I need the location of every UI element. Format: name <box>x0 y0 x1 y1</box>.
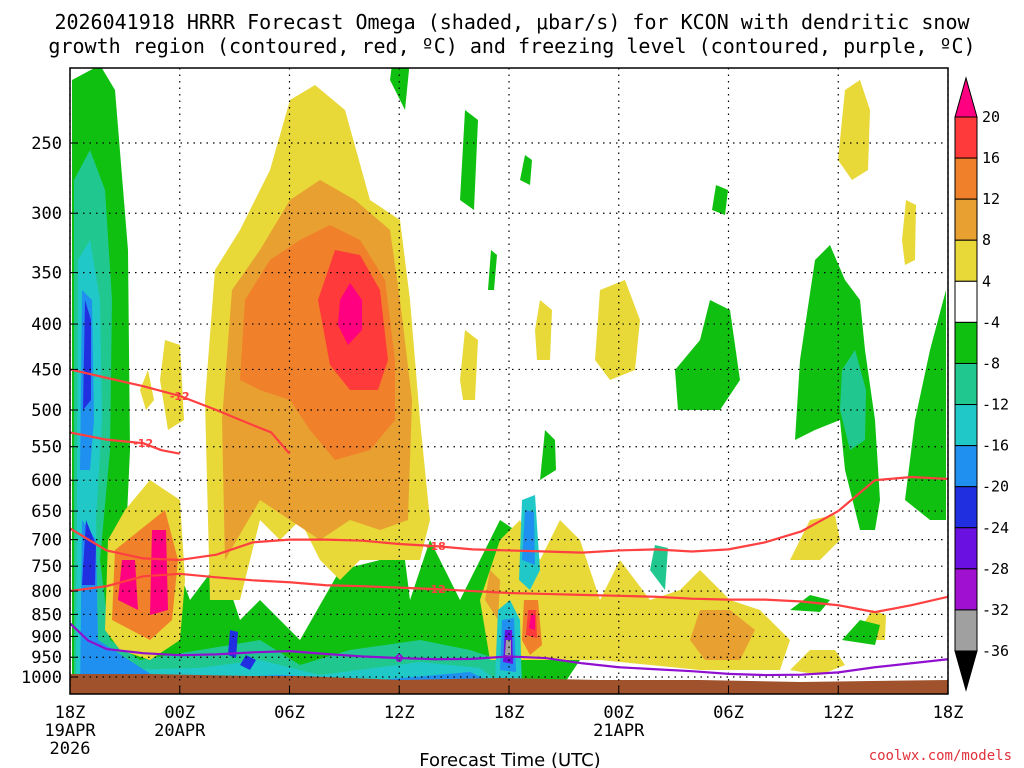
x-tick-label: 2026 <box>50 739 91 759</box>
y-tick-label: 850 <box>31 605 62 625</box>
contours: -18 -12 -12 -12 0 <box>70 368 948 677</box>
x-tick-label: 12Z <box>384 703 415 723</box>
y-tick-label: 500 <box>31 401 62 421</box>
colorbar-tick-label: 20 <box>982 108 1000 126</box>
colorbar-top-arrow <box>954 76 978 118</box>
y-tick-label: 350 <box>31 264 62 284</box>
x-tick-label: 18Z <box>933 703 964 723</box>
y-tick-label: 800 <box>31 582 62 602</box>
y-tick-label: 550 <box>31 438 62 458</box>
colorbar-band <box>954 568 978 611</box>
colorbar-band <box>954 445 978 488</box>
colorbar-band <box>954 486 978 529</box>
colorbar-band <box>954 280 978 323</box>
colorbar-tick-label: -28 <box>982 560 1009 578</box>
colorbar-tick-label: -8 <box>982 354 1000 372</box>
y-tick-label: 600 <box>31 471 62 491</box>
y-tick-label: 650 <box>31 502 62 522</box>
contour-freezing-level <box>70 622 948 677</box>
x-tick-label: 21APR <box>593 721 645 741</box>
contour-label: -12 <box>133 437 153 450</box>
colorbar-band <box>954 404 978 447</box>
x-tick-label: 06Z <box>274 703 305 723</box>
y-tick-label: 700 <box>31 531 62 551</box>
x-tick-label: 06Z <box>713 703 744 723</box>
colorbar-tick-label: -16 <box>982 437 1009 455</box>
y-tick-label: 950 <box>31 648 62 668</box>
x-tick-label: 18Z <box>55 703 86 723</box>
contour-dgz-top <box>70 475 948 562</box>
omega-blob-blue-small <box>228 630 256 670</box>
y-tick-label: 450 <box>31 360 62 380</box>
y-axis: 2503003504004505005506006507007508008509… <box>21 134 78 688</box>
x-tick-label: 00Z <box>603 703 634 723</box>
colorbar: 20 16 12 8 4 -4 -8 -12 -16 -20 -24 -28 -32 -36 <box>954 76 1009 692</box>
chart-title-line1: 2026041918 HRRR Forecast Omega (shaded, … <box>54 10 970 34</box>
colorbar-band <box>954 239 978 282</box>
credit-text: coolwx.com/models <box>869 748 1012 764</box>
y-tick-label: 900 <box>31 627 62 647</box>
colorbar-tick-label: -4 <box>982 313 1000 331</box>
colorbar-band <box>954 609 978 652</box>
colorbar-band <box>954 157 978 200</box>
omega-dblue-left <box>82 300 96 585</box>
colorbar-tick-label: -36 <box>982 642 1009 660</box>
omega-small-yellow-patches <box>460 80 916 675</box>
contour-upper-minus12 <box>70 368 291 455</box>
colorbar-band <box>954 362 978 406</box>
x-tick-label: 19APR <box>44 721 96 741</box>
x-axis-label: Forecast Time (UTC) <box>419 750 600 768</box>
colorbar-band <box>954 527 978 570</box>
colorbar-band <box>954 321 978 364</box>
y-tick-label: 1000 <box>21 668 62 688</box>
contour-upper-minus12-b <box>70 431 180 455</box>
y-tick-label: 400 <box>31 315 62 335</box>
omega-leftupper-yellow <box>140 340 184 430</box>
y-tick-label: 300 <box>31 204 62 224</box>
colorbar-tick-label: -20 <box>982 478 1009 496</box>
colorbar-tick-label: 8 <box>982 231 991 249</box>
contour-dgz-bottom <box>70 572 948 614</box>
x-tick-label: 18Z <box>494 703 525 723</box>
chart-title-line2: growth region (contoured, red, ºC) and f… <box>48 34 975 58</box>
omega-right-teal <box>650 350 866 590</box>
omega-magenta-main <box>338 283 362 345</box>
colorbar-band <box>954 116 978 159</box>
colorbar-bottom-arrow <box>954 650 978 692</box>
colorbar-tick-label: 12 <box>982 190 1000 208</box>
x-tick-label: 20APR <box>154 721 206 741</box>
x-tick-label: 00Z <box>164 703 195 723</box>
contour-label: -12 <box>426 583 446 596</box>
y-tick-label: 750 <box>31 557 62 577</box>
omega-center-neg-gray <box>505 640 511 656</box>
colorbar-tick-label: -12 <box>982 396 1009 414</box>
y-tick-label: 250 <box>31 134 62 154</box>
omega-shading <box>72 68 946 690</box>
colorbar-band <box>954 198 978 241</box>
contour-label: 0 <box>395 652 403 665</box>
omega-center-pos-mag <box>529 615 535 630</box>
colorbar-tick-label: -24 <box>982 519 1009 537</box>
contour-label: -18 <box>426 540 446 553</box>
omega-right-green <box>390 68 946 645</box>
colorbar-tick-label: -32 <box>982 601 1009 619</box>
colorbar-tick-label: 16 <box>982 149 1000 167</box>
omega-lowleft-magenta <box>118 530 168 615</box>
contour-label: -12 <box>170 390 190 403</box>
colorbar-tick-label: 4 <box>982 272 991 290</box>
x-tick-label: 12Z <box>823 703 854 723</box>
omega-mid-orange <box>485 570 755 660</box>
